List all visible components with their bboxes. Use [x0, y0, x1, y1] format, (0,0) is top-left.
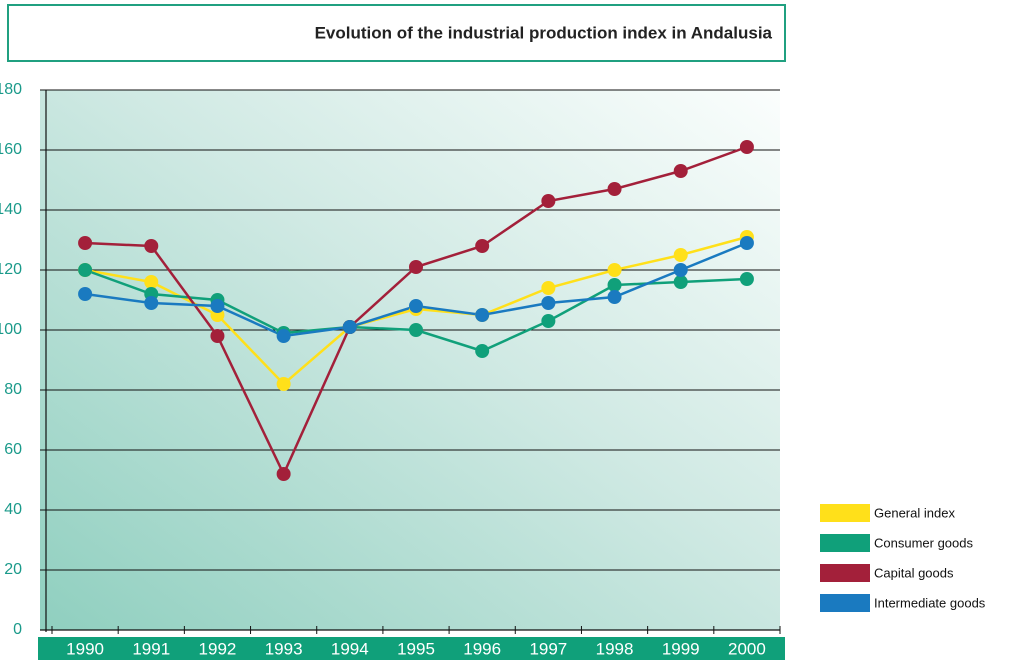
data-point: [475, 308, 490, 322]
x-tick-label: 1993: [265, 639, 303, 658]
x-tick-label: 2000: [728, 639, 766, 658]
y-tick-label: 120: [0, 261, 22, 278]
data-point: [673, 275, 688, 289]
y-tick-label: 180: [0, 81, 22, 98]
data-point: [210, 329, 225, 343]
legend-label: General index: [874, 505, 955, 520]
data-point: [342, 320, 357, 334]
chart-title: Evolution of the industrial production i…: [315, 23, 773, 42]
data-point: [541, 281, 556, 295]
data-point: [409, 260, 423, 274]
y-tick-label: 80: [4, 381, 22, 398]
x-tick-label: 1992: [199, 639, 237, 658]
data-point: [673, 164, 688, 178]
legend-label: Capital goods: [874, 565, 954, 580]
title-box: [7, 4, 786, 62]
y-tick-label: 60: [4, 441, 22, 458]
data-point: [607, 290, 622, 304]
data-point: [475, 239, 490, 253]
y-tick-label: 100: [0, 321, 22, 338]
data-point: [739, 140, 754, 154]
data-point: [144, 239, 159, 253]
data-point: [739, 236, 754, 250]
y-tick-label: 140: [0, 201, 22, 218]
data-point: [673, 248, 688, 262]
data-point: [210, 299, 225, 313]
data-point: [276, 377, 291, 391]
data-point: [276, 467, 291, 481]
data-point: [78, 263, 93, 277]
y-tick-label: 160: [0, 141, 22, 158]
legend-swatch: [820, 594, 870, 612]
x-tick-label: 1995: [397, 639, 435, 658]
data-point: [78, 236, 93, 250]
legend-label: Consumer goods: [874, 535, 973, 550]
data-point: [607, 182, 622, 196]
data-point: [78, 287, 93, 301]
legend-swatch: [820, 504, 870, 522]
data-point: [607, 278, 622, 292]
data-point: [673, 263, 688, 277]
x-tick-label: 1991: [132, 639, 170, 658]
data-point: [409, 323, 423, 337]
data-point: [541, 296, 556, 310]
y-tick-label: 0: [13, 621, 22, 638]
x-axis-band: [38, 637, 785, 660]
y-tick-label: 40: [4, 501, 22, 518]
x-tick-label: 1994: [331, 639, 369, 658]
data-point: [144, 296, 159, 310]
x-tick-label: 1997: [529, 639, 567, 658]
x-tick-label: 1996: [463, 639, 501, 658]
data-point: [409, 299, 423, 313]
data-point: [144, 275, 159, 289]
data-point: [607, 263, 622, 277]
y-tick-label: 20: [4, 561, 22, 578]
data-point: [475, 344, 490, 358]
legend-label: Intermediate goods: [874, 595, 986, 610]
x-tick-label: 1990: [66, 639, 104, 658]
legend-swatch: [820, 534, 870, 552]
legend-swatch: [820, 564, 870, 582]
data-point: [739, 272, 754, 286]
x-tick-label: 1998: [596, 639, 634, 658]
plot-area: [40, 90, 780, 630]
data-point: [541, 194, 556, 208]
data-point: [541, 314, 556, 328]
x-tick-label: 1999: [662, 639, 700, 658]
data-point: [276, 329, 291, 343]
